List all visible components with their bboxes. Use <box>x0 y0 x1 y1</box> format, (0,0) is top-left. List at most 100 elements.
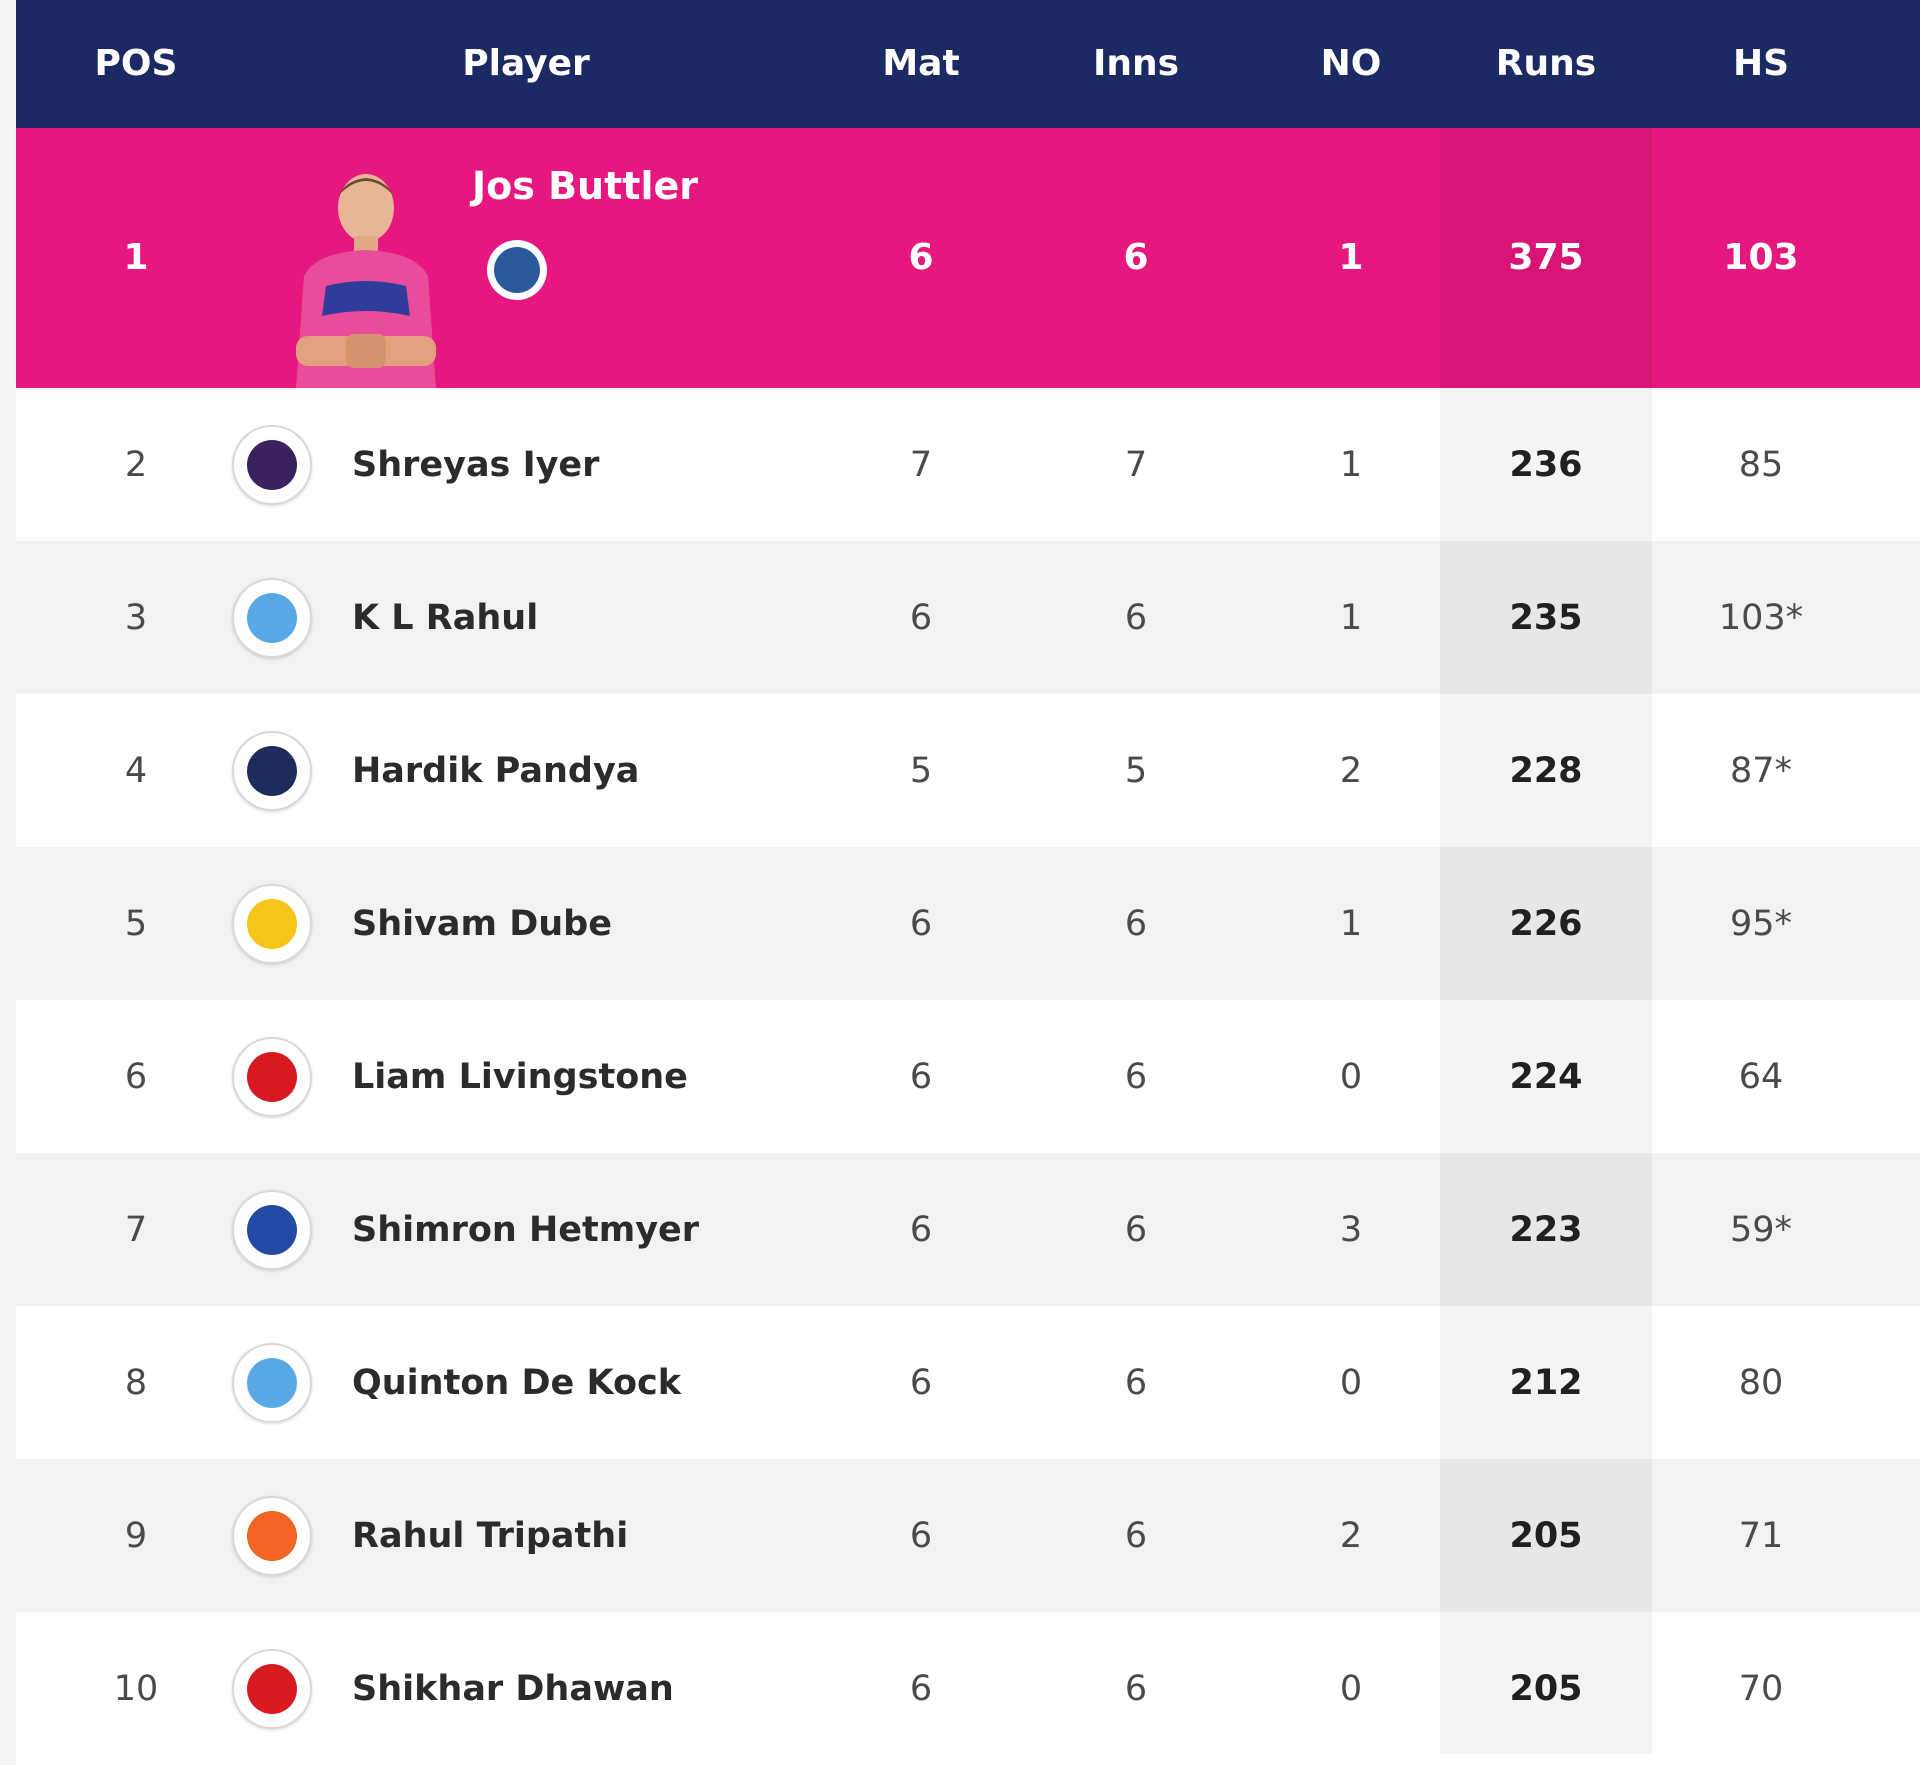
runs-cell: 212 <box>1509 1362 1583 1403</box>
lsg-logo-icon <box>232 577 312 658</box>
no-cell: 2 <box>1339 1515 1363 1556</box>
player-name[interactable]: Shreyas Iyer <box>352 444 600 485</box>
pbks-logo-icon <box>232 1648 312 1729</box>
hs-cell: 59* <box>1729 1209 1793 1250</box>
table-row[interactable]: 2 7 7 1 236 85 Shreyas Iyer <box>16 388 1920 541</box>
col-header-runs[interactable]: Runs <box>1495 43 1597 84</box>
player-name[interactable]: Liam Livingstone <box>352 1056 688 1097</box>
pos-cell: 8 <box>124 1362 148 1403</box>
runs-cell: 228 <box>1509 750 1583 791</box>
player-cell: Hardik Pandya <box>352 694 812 847</box>
col-header-pos[interactable]: POS <box>94 43 178 84</box>
leader-pos: 1 <box>123 237 149 278</box>
col-header-no[interactable]: NO <box>1320 43 1382 84</box>
lsg-logo-icon <box>232 1342 312 1423</box>
player-name[interactable]: Shivam Dube <box>352 903 612 944</box>
player-cell: Shivam Dube <box>352 847 812 1000</box>
csk-logo-icon <box>232 883 312 964</box>
pos-cell: 6 <box>124 1056 148 1097</box>
no-cell: 1 <box>1339 444 1363 485</box>
mat-cell: 6 <box>909 597 933 638</box>
no-cell: 0 <box>1339 1056 1363 1097</box>
runs-cell: 224 <box>1509 1056 1583 1097</box>
player-name[interactable]: Rahul Tripathi <box>352 1515 629 1556</box>
leader-row[interactable]: 1 Jos Buttler 6 6 1 375 103 <box>16 128 1920 388</box>
mat-cell: 6 <box>909 1515 933 1556</box>
player-cell: Shreyas Iyer <box>352 388 812 541</box>
hs-cell: 103* <box>1718 597 1804 638</box>
mat-cell: 6 <box>909 903 933 944</box>
kkr-logo-icon <box>232 424 312 505</box>
table-row[interactable]: 10 6 6 0 205 70 Shikhar Dhawan <box>16 1612 1920 1765</box>
leader-player-name[interactable]: Jos Buttler <box>472 164 698 208</box>
table-row[interactable]: 7 6 6 3 223 59* Shimron Hetmyer <box>16 1153 1920 1306</box>
pos-cell: 9 <box>124 1515 148 1556</box>
hs-cell: 95* <box>1729 903 1793 944</box>
player-cell: Rahul Tripathi <box>352 1459 812 1612</box>
runs-cell: 205 <box>1509 1515 1583 1556</box>
runs-cell: 236 <box>1509 444 1583 485</box>
pos-cell: 5 <box>124 903 148 944</box>
pbks-logo-icon <box>232 1036 312 1117</box>
hs-cell: 85 <box>1738 444 1784 485</box>
rr-logo-icon <box>232 1189 312 1270</box>
table-row[interactable]: 6 6 6 0 224 64 Liam Livingstone <box>16 1000 1920 1153</box>
table-row[interactable]: 3 6 6 1 235 103* K L Rahul <box>16 541 1920 694</box>
pos-cell: 7 <box>124 1209 148 1250</box>
no-cell: 2 <box>1339 750 1363 791</box>
inns-cell: 6 <box>1124 1362 1148 1403</box>
inns-cell: 6 <box>1124 1209 1148 1250</box>
table-row[interactable]: 5 6 6 1 226 95* Shivam Dube <box>16 847 1920 1000</box>
inns-cell: 6 <box>1124 1056 1148 1097</box>
col-header-mat[interactable]: Mat <box>882 43 960 84</box>
inns-cell: 6 <box>1124 903 1148 944</box>
inns-cell: 6 <box>1124 597 1148 638</box>
no-cell: 3 <box>1339 1209 1363 1250</box>
gt-logo-icon <box>232 730 312 811</box>
runs-cell: 235 <box>1509 597 1583 638</box>
pos-cell: 3 <box>124 597 148 638</box>
runs-cell: 226 <box>1509 903 1583 944</box>
player-name[interactable]: Quinton De Kock <box>352 1362 682 1403</box>
batting-leaderboard-table: POS Player Mat Inns NO Runs HS 1 Jos But… <box>16 0 1920 1765</box>
mat-cell: 6 <box>909 1209 933 1250</box>
inns-cell: 7 <box>1124 444 1148 485</box>
pos-cell: 10 <box>113 1668 159 1709</box>
table-row[interactable]: 4 5 5 2 228 87* Hardik Pandya <box>16 694 1920 847</box>
player-cell: Quinton De Kock <box>352 1306 812 1459</box>
player-name[interactable]: Shimron Hetmyer <box>352 1209 700 1250</box>
runs-column-shade <box>1440 128 1652 388</box>
runs-column-shade <box>1440 388 1652 1754</box>
pos-cell: 2 <box>124 444 148 485</box>
table-row[interactable]: 9 6 6 2 205 71 Rahul Tripathi <box>16 1459 1920 1612</box>
hs-cell: 80 <box>1738 1362 1784 1403</box>
col-header-hs[interactable]: HS <box>1732 43 1790 84</box>
rajasthan-royals-logo-icon <box>487 240 547 300</box>
no-cell: 1 <box>1339 597 1363 638</box>
runs-cell: 205 <box>1509 1668 1583 1709</box>
table-row[interactable]: 8 6 6 0 212 80 Quinton De Kock <box>16 1306 1920 1459</box>
leader-no: 1 <box>1338 237 1364 278</box>
inns-cell: 5 <box>1124 750 1148 791</box>
mat-cell: 6 <box>909 1668 933 1709</box>
leader-mat: 6 <box>908 237 934 278</box>
leader-hs: 103 <box>1723 237 1799 278</box>
player-photo <box>296 174 436 388</box>
hs-cell: 87* <box>1729 750 1793 791</box>
no-cell: 1 <box>1339 903 1363 944</box>
leader-runs: 375 <box>1508 237 1584 278</box>
player-cell: K L Rahul <box>352 541 812 694</box>
mat-cell: 5 <box>909 750 933 791</box>
no-cell: 0 <box>1339 1668 1363 1709</box>
mat-cell: 7 <box>909 444 933 485</box>
player-name[interactable]: Hardik Pandya <box>352 750 640 791</box>
col-header-player[interactable]: Player <box>462 43 590 84</box>
col-header-inns[interactable]: Inns <box>1092 43 1180 84</box>
hs-cell: 70 <box>1738 1668 1784 1709</box>
player-cell: Shimron Hetmyer <box>352 1153 812 1306</box>
leader-inns: 6 <box>1123 237 1149 278</box>
player-name[interactable]: Shikhar Dhawan <box>352 1668 674 1709</box>
player-name[interactable]: K L Rahul <box>352 597 539 638</box>
srh-logo-icon <box>232 1495 312 1576</box>
hs-cell: 71 <box>1738 1515 1784 1556</box>
